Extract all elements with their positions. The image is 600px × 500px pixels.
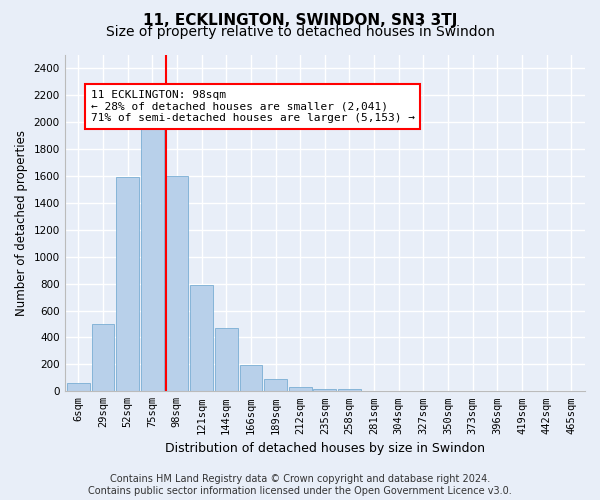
Text: Contains HM Land Registry data © Crown copyright and database right 2024.
Contai: Contains HM Land Registry data © Crown c… [88,474,512,496]
Bar [338,390,361,392]
Y-axis label: Number of detached properties: Number of detached properties [15,130,28,316]
Bar [264,379,287,392]
Text: 11 ECKLINGTON: 98sqm
← 28% of detached houses are smaller (2,041)
71% of semi-de: 11 ECKLINGTON: 98sqm ← 28% of detached h… [91,90,415,123]
Bar [215,328,238,392]
Bar [166,176,188,392]
Bar [67,383,89,392]
Bar [190,285,213,392]
Bar [141,128,164,392]
Text: Size of property relative to detached houses in Swindon: Size of property relative to detached ho… [106,25,494,39]
Bar [289,386,311,392]
Bar [116,178,139,392]
Text: 11, ECKLINGTON, SWINDON, SN3 3TJ: 11, ECKLINGTON, SWINDON, SN3 3TJ [143,12,457,28]
Bar [239,365,262,392]
Bar [92,324,114,392]
X-axis label: Distribution of detached houses by size in Swindon: Distribution of detached houses by size … [165,442,485,455]
Bar [313,388,336,392]
